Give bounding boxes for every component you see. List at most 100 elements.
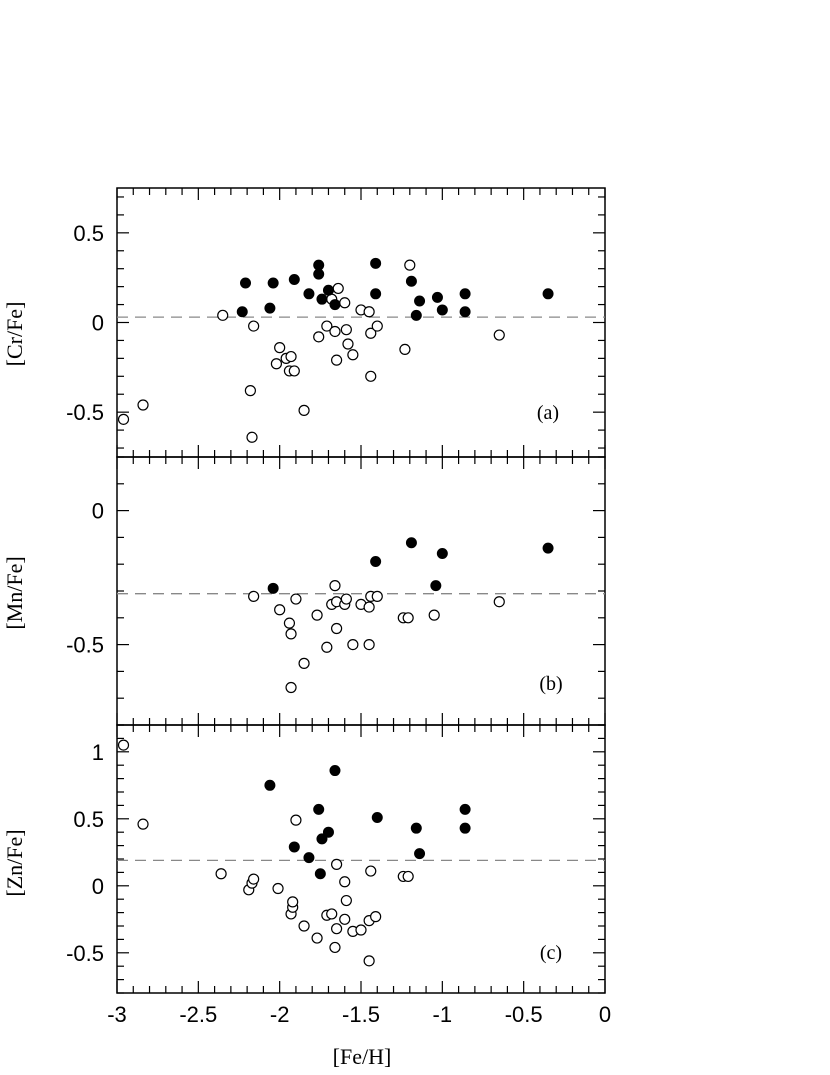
panel-label: (b) xyxy=(539,673,562,695)
y-tick-label: 0 xyxy=(92,499,104,524)
panel-mn: -0.5 0 (b) [Mn/Fe] xyxy=(2,456,606,726)
filled-marker xyxy=(459,288,471,300)
open-marker xyxy=(288,365,300,377)
open-marker xyxy=(285,681,297,694)
y-tick-label: 1 xyxy=(92,740,104,765)
filled-marker xyxy=(370,257,382,269)
panel-label: (a) xyxy=(537,402,559,424)
open-marker xyxy=(365,370,377,382)
open-marker xyxy=(402,612,414,624)
y-tick-label: -0.5 xyxy=(66,633,104,658)
plot-frame xyxy=(116,456,606,726)
open-marker xyxy=(272,882,284,895)
filled-marker xyxy=(267,277,279,289)
filled-marker xyxy=(410,822,422,834)
filled-marker xyxy=(414,295,426,307)
y-axis-title: [Mn/Fe] xyxy=(2,556,27,629)
open-marker xyxy=(137,818,149,830)
open-marker xyxy=(326,908,338,920)
open-marker xyxy=(493,329,505,341)
y-tick-label: -0.5 xyxy=(66,941,104,966)
open-marker xyxy=(270,358,283,370)
panels-layer: -0.5 0 0.5 (a) [Cr/Fe] -0.5 0 (b) [Mn/Fe] -0.5 0 0.… xyxy=(2,187,611,1027)
open-marker xyxy=(246,431,258,443)
open-marker xyxy=(404,259,416,271)
open-marker xyxy=(363,306,375,318)
open-marker xyxy=(365,327,377,339)
x-axis-title: [Fe/H] xyxy=(333,1044,392,1069)
open-marker xyxy=(340,324,352,336)
filled-marker xyxy=(410,309,422,321)
open-marker xyxy=(248,590,260,602)
open-marker xyxy=(274,342,286,354)
open-marker xyxy=(248,320,260,332)
open-marker xyxy=(371,320,383,332)
open-marker xyxy=(402,870,414,883)
panel-zn: -0.5 0 0.5 1 (c) [Zn/Fe] xyxy=(2,724,606,994)
filled-marker xyxy=(370,556,382,568)
open-marker xyxy=(311,609,323,621)
filled-marker xyxy=(430,580,442,592)
filled-marker xyxy=(436,547,448,559)
open-marker xyxy=(339,876,351,888)
open-marker xyxy=(331,354,343,366)
open-marker xyxy=(371,590,383,602)
open-marker xyxy=(329,941,341,954)
filled-marker xyxy=(436,304,448,316)
open-marker xyxy=(340,593,352,605)
open-marker xyxy=(363,601,375,613)
x-tick-label: -1 xyxy=(433,1002,453,1027)
filled-marker xyxy=(316,293,328,305)
open-marker xyxy=(363,638,375,651)
open-marker xyxy=(365,865,377,877)
filled-marker xyxy=(313,803,325,815)
y-tick-label: 0 xyxy=(92,874,104,899)
open-marker xyxy=(340,894,352,907)
x-tick-label: -0.5 xyxy=(505,1002,543,1027)
open-marker xyxy=(370,911,382,923)
y-axis-title: [Cr/Fe] xyxy=(2,302,27,367)
y-axis-title: [Zn/Fe] xyxy=(2,829,27,896)
open-marker xyxy=(287,896,299,908)
filled-marker xyxy=(459,803,471,815)
open-marker xyxy=(331,622,343,635)
panel-label: (c) xyxy=(540,942,562,964)
filled-marker xyxy=(288,841,300,853)
filled-marker xyxy=(371,811,383,823)
open-marker xyxy=(329,325,341,338)
open-marker xyxy=(332,282,344,295)
open-marker xyxy=(347,349,359,361)
filled-marker xyxy=(405,275,417,287)
filled-marker xyxy=(267,582,279,594)
y-tick-label: 0 xyxy=(92,311,104,336)
open-marker xyxy=(347,638,359,651)
open-marker xyxy=(493,596,505,608)
x-tick-label: -3 xyxy=(107,1002,127,1027)
filled-marker xyxy=(316,833,328,845)
filled-marker xyxy=(431,291,443,303)
filled-marker xyxy=(405,537,417,549)
filled-marker xyxy=(303,852,315,864)
filled-marker xyxy=(314,868,326,880)
y-tick-label: -0.5 xyxy=(66,400,104,425)
open-marker xyxy=(298,920,310,932)
filled-marker xyxy=(264,779,276,791)
plot-frame xyxy=(116,187,606,458)
x-tick-label: 0 xyxy=(599,1002,611,1027)
open-marker xyxy=(290,814,302,826)
open-marker xyxy=(117,739,130,751)
open-marker xyxy=(339,297,351,309)
open-marker xyxy=(331,923,343,935)
open-marker xyxy=(321,320,333,332)
open-marker xyxy=(363,955,375,967)
filled-marker xyxy=(542,288,554,300)
filled-marker xyxy=(329,299,341,311)
open-marker xyxy=(285,350,297,363)
filled-marker xyxy=(414,848,426,860)
plot-frame xyxy=(116,724,606,994)
filled-marker xyxy=(542,542,554,554)
open-marker xyxy=(331,858,343,870)
filled-marker xyxy=(459,822,471,834)
open-marker xyxy=(313,331,325,343)
